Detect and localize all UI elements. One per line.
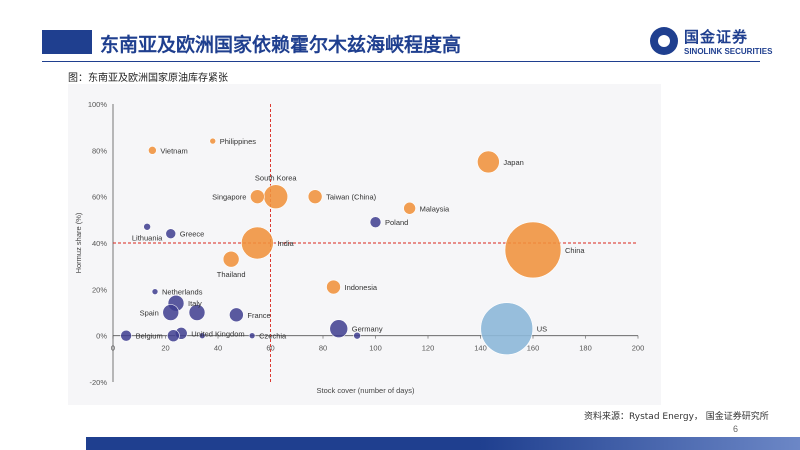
x-tick-label: 200 <box>632 344 645 353</box>
y-tick-label: 20% <box>92 285 107 294</box>
x-tick-label: 120 <box>422 344 435 353</box>
x-tick-label: 20 <box>161 344 169 353</box>
data-point <box>248 332 256 339</box>
data-label: Poland <box>385 218 408 227</box>
y-tick-label: 0% <box>96 332 107 341</box>
data-point <box>477 150 500 174</box>
y-tick-label: 40% <box>92 239 107 248</box>
data-label: Vietnam <box>160 146 187 155</box>
y-tick-label: 60% <box>92 193 107 202</box>
data-label: US <box>537 325 547 334</box>
data-point <box>326 279 341 295</box>
x-axis-title: Stock cover (number of days) <box>317 386 415 395</box>
y-tick-label: -20% <box>89 378 107 387</box>
x-tick-label: 140 <box>474 344 487 353</box>
data-point <box>369 216 382 228</box>
data-point <box>250 189 265 204</box>
data-label: Greece <box>180 230 205 239</box>
data-point <box>263 184 289 209</box>
data-point <box>222 250 240 268</box>
footer-bar <box>86 437 800 450</box>
data-point <box>504 221 562 279</box>
data-label: United Kingdom <box>191 329 244 338</box>
data-point <box>329 319 349 339</box>
x-tick-label: 100 <box>369 344 382 353</box>
logo-mark-icon <box>650 27 678 55</box>
x-tick-label: 80 <box>319 344 327 353</box>
y-axis-title: Hormuz share (%) <box>74 212 83 273</box>
data-point <box>162 304 180 321</box>
figure-caption: 图：东南亚及欧洲国家原油库存紧张 <box>68 73 228 84</box>
data-point <box>403 201 416 215</box>
page-title: 东南亚及欧洲国家依赖霍尔木兹海峡程度高 <box>100 34 462 56</box>
data-label: Japan <box>503 158 523 167</box>
data-point <box>151 288 159 295</box>
x-tick-label: 180 <box>579 344 592 353</box>
data-point <box>167 329 180 342</box>
data-point <box>198 332 206 339</box>
data-label: Lithuania <box>132 233 163 242</box>
data-label: France <box>247 311 270 320</box>
x-tick-label: 160 <box>527 344 540 353</box>
data-point <box>353 331 361 340</box>
data-label: Czechia <box>259 332 287 341</box>
page-number: 6 <box>733 424 739 434</box>
chart-panel <box>68 84 661 405</box>
x-tick-label: 0 <box>111 344 115 353</box>
data-point <box>241 226 274 260</box>
data-label: Indonesia <box>345 283 378 292</box>
data-label: Belgium <box>136 332 163 341</box>
title-divider <box>42 61 760 62</box>
data-label: Thailand <box>217 270 246 279</box>
source-note: 资料来源：Rystad Energy， 国金证券研究所 <box>584 412 769 422</box>
data-point <box>188 304 206 321</box>
data-label: China <box>565 246 585 255</box>
data-label: Philippines <box>220 137 257 146</box>
y-tick-label: 80% <box>92 146 107 155</box>
data-label: Malaysia <box>420 204 450 213</box>
data-point <box>307 189 323 204</box>
data-point <box>209 137 217 145</box>
data-label: Taiwan (China) <box>326 193 377 202</box>
data-label: Spain <box>140 309 159 318</box>
data-label: Germany <box>352 325 383 334</box>
x-tick-label: 60 <box>266 344 274 353</box>
data-point <box>143 222 151 231</box>
title-accent-block <box>42 30 92 54</box>
logo-text-cn: 国金证券 <box>684 28 749 46</box>
data-label: Italy <box>188 299 202 308</box>
logo-text-en: SINOLINK SECURITIES <box>684 47 773 56</box>
data-label: Singapore <box>212 193 246 202</box>
data-point <box>165 228 177 240</box>
data-point <box>120 329 132 342</box>
data-label: India <box>277 239 294 248</box>
data-label: Netherlands <box>162 288 203 297</box>
data-point <box>229 307 244 323</box>
company-logo: 国金证券 SINOLINK SECURITIES <box>650 25 795 61</box>
x-tick-label: 40 <box>214 344 222 353</box>
data-point <box>148 146 157 155</box>
data-label: South Korea <box>255 174 298 183</box>
data-point <box>480 302 534 356</box>
y-tick-label: 100% <box>88 100 108 109</box>
